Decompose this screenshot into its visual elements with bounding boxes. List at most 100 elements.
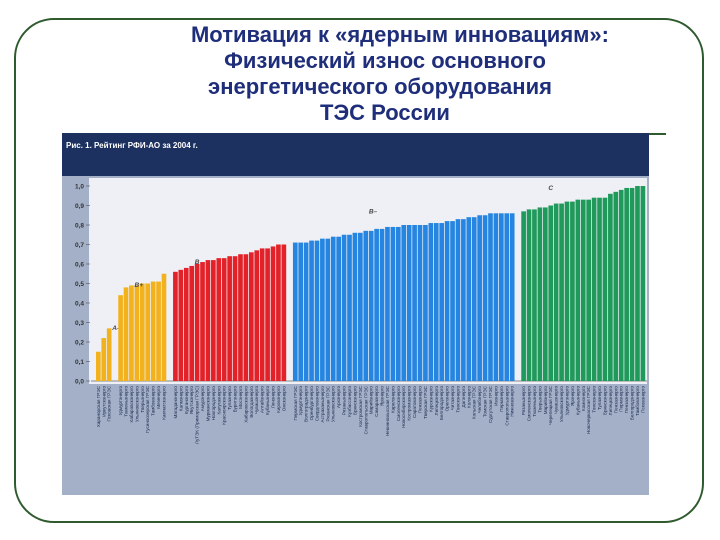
x-tick-label: Удмуртэнерго bbox=[564, 386, 569, 416]
group-label: A– bbox=[111, 325, 121, 332]
y-tick-label: 0,5 bbox=[75, 281, 84, 288]
y-tick-label: 0,0 bbox=[75, 379, 84, 386]
bar bbox=[542, 207, 548, 381]
x-tick-label: Томскэнерго bbox=[455, 386, 460, 413]
bar bbox=[368, 230, 374, 381]
bar bbox=[232, 256, 238, 381]
x-tick-label: Рязаньэнерго bbox=[342, 386, 347, 416]
bar bbox=[216, 258, 222, 381]
bar bbox=[532, 209, 537, 381]
bar bbox=[461, 219, 466, 381]
slide-title-line-1: Мотивация к «ядерным инновациям»: bbox=[190, 22, 609, 47]
x-tick-label: Новочеркасская ГРЭС bbox=[586, 385, 591, 434]
y-tick-label: 0,7 bbox=[75, 242, 84, 249]
bar bbox=[200, 262, 205, 381]
bar bbox=[96, 351, 101, 381]
bar bbox=[444, 221, 450, 381]
x-tick-label: Пензаэнерго bbox=[418, 386, 423, 414]
x-tick-label: Ивэнерго bbox=[493, 386, 498, 406]
bar bbox=[575, 199, 581, 381]
bar bbox=[320, 238, 325, 381]
x-tick-label: Харанорская ГРЭС bbox=[96, 385, 101, 427]
bar bbox=[314, 240, 320, 381]
y-tick-label: 0,9 bbox=[75, 203, 84, 210]
bar bbox=[640, 186, 646, 381]
x-tick-label: Ленэнерго bbox=[271, 386, 276, 409]
bar bbox=[488, 213, 493, 381]
x-tick-label: Красноярскэнерго bbox=[222, 386, 227, 425]
bar bbox=[401, 225, 407, 381]
bar bbox=[347, 234, 352, 381]
bar bbox=[259, 248, 265, 381]
x-tick-label: Пермская ГРЭС bbox=[293, 385, 298, 420]
x-tick-label: Ярэнерго bbox=[570, 386, 575, 406]
x-tick-label: Чувашэнерго bbox=[254, 386, 259, 415]
bar bbox=[608, 193, 613, 381]
x-tick-label: Саратовэнерго bbox=[412, 386, 417, 419]
bar bbox=[352, 232, 358, 381]
bar bbox=[385, 226, 390, 381]
x-tick-label: Ставропольэнерго bbox=[504, 386, 509, 426]
x-tick-label: Липецкэнерго bbox=[434, 386, 439, 416]
bar bbox=[428, 223, 434, 381]
bar bbox=[243, 254, 249, 381]
x-tick-label: Чувашэнерго bbox=[554, 386, 559, 415]
bar bbox=[570, 201, 575, 381]
bar bbox=[390, 226, 396, 381]
bar bbox=[211, 260, 216, 381]
x-tick-label: Мосэнерго bbox=[238, 386, 243, 409]
group-label: B bbox=[195, 259, 200, 266]
bar bbox=[395, 226, 401, 381]
bar bbox=[118, 295, 123, 381]
y-tick-label: 0,4 bbox=[75, 301, 84, 308]
bar bbox=[482, 215, 488, 381]
bar bbox=[358, 232, 363, 381]
y-tick-label: 0,3 bbox=[75, 320, 84, 327]
bar bbox=[227, 256, 232, 381]
x-tick-label: Тамбовэнерго bbox=[151, 386, 156, 416]
x-tick-label: Брянскэнерго bbox=[602, 386, 607, 415]
y-tick-label: 1,0 bbox=[75, 184, 84, 191]
bar bbox=[635, 186, 640, 381]
x-tick-label: Камчатскэнерго bbox=[161, 386, 166, 420]
bar bbox=[221, 258, 227, 381]
bar bbox=[618, 189, 624, 381]
bar bbox=[602, 197, 608, 381]
x-tick-label: Мезенерго bbox=[156, 386, 161, 409]
x-tick-label: Алтайэнерго bbox=[259, 386, 265, 413]
bar bbox=[336, 236, 341, 381]
x-tick-label: Курганэнерго bbox=[184, 386, 189, 415]
group-label: B+ bbox=[135, 282, 144, 289]
bar bbox=[537, 207, 543, 381]
x-tick-label: Кубаньэнерго bbox=[575, 386, 580, 416]
x-tick-label: Новосибирскэнерго bbox=[401, 386, 406, 428]
x-tick-label: Тулаэнерго bbox=[597, 386, 602, 411]
x-tick-label: Магаданэнерго bbox=[173, 386, 178, 419]
x-tick-label: Пензаэнерго bbox=[613, 386, 618, 414]
bar bbox=[412, 225, 417, 381]
x-tick-label: Тулаэнерго bbox=[227, 386, 232, 411]
x-tick-label: Тамбовэнерго bbox=[635, 386, 640, 416]
bar bbox=[499, 213, 504, 381]
bar-chart: 0,0 0,1 0,2 0,3 0,4 0,5 0,6 0,7 0,8 0,9 1,0 Харанор… bbox=[75, 178, 647, 445]
bar bbox=[548, 205, 554, 381]
bar bbox=[379, 228, 385, 381]
bar bbox=[134, 285, 140, 381]
x-tick-label: Калугаэнерго bbox=[216, 386, 221, 415]
slide-title-line-3: энергетического оборудования bbox=[208, 74, 552, 99]
x-tick-label: Кольская ГРЭС bbox=[472, 385, 477, 419]
bar bbox=[624, 187, 629, 381]
bar bbox=[292, 242, 298, 381]
bar bbox=[325, 238, 331, 381]
bar bbox=[439, 223, 445, 381]
bar bbox=[406, 225, 412, 381]
group-label: C bbox=[548, 185, 553, 192]
bar bbox=[270, 246, 276, 381]
x-tick-label: Псковэнерго bbox=[640, 386, 645, 413]
x-tick-label: ЛуТЭК (Приморская ГРЭС) bbox=[195, 386, 200, 445]
bar bbox=[150, 281, 156, 381]
bar bbox=[123, 287, 129, 381]
bar bbox=[248, 252, 254, 381]
bar bbox=[564, 201, 570, 381]
x-tick-label: Брянскэнерго bbox=[352, 386, 357, 415]
